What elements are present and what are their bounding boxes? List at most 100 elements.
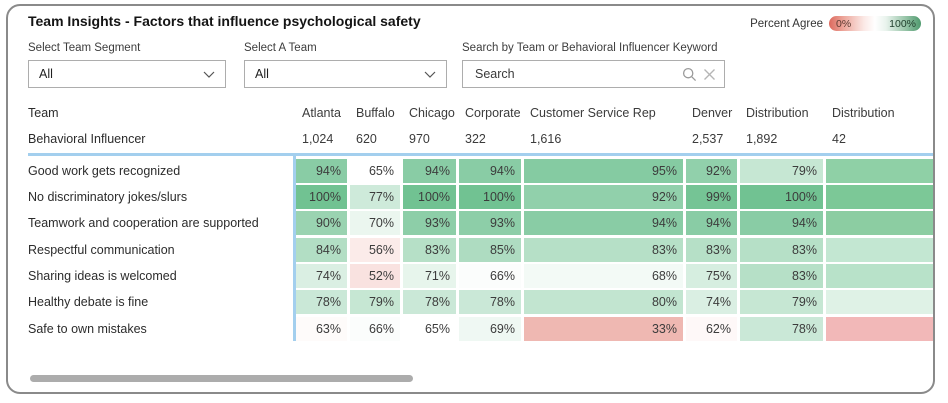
heatmap-cell-clipped[interactable]: [826, 290, 933, 315]
row-label: Healthy debate is fine: [28, 295, 149, 310]
heatmap-cell-clipped[interactable]: [826, 264, 933, 289]
clear-search-icon[interactable]: [703, 68, 716, 81]
team-segment-filter: Select Team Segment All: [28, 42, 226, 88]
column-count: 322: [465, 132, 486, 146]
heatmap-cell[interactable]: 83%: [686, 237, 737, 262]
heatmap-cell[interactable]: 92%: [686, 158, 737, 183]
heatmap-cell[interactable]: 94%: [686, 211, 737, 236]
heatmap-cell[interactable]: 78%: [740, 316, 823, 341]
row-label: No discriminatory jokes/slurs: [28, 189, 188, 204]
search-icon[interactable]: [682, 67, 697, 82]
column-header[interactable]: Denver: [692, 106, 733, 120]
search-input[interactable]: [473, 66, 676, 82]
heatmap-cell-clipped[interactable]: [826, 158, 933, 183]
heatmap-cell[interactable]: 74%: [296, 264, 347, 289]
column-count: 2,537: [692, 132, 724, 146]
heatmap-cell[interactable]: 56%: [350, 237, 400, 262]
heatmap-cell[interactable]: 75%: [686, 264, 737, 289]
column-header[interactable]: Chicago: [409, 106, 455, 120]
heatmap-cell[interactable]: 94%: [459, 158, 521, 183]
heatmap-cell[interactable]: 92%: [524, 184, 683, 209]
heatmap-cell[interactable]: 100%: [740, 184, 823, 209]
keyword-search: Search by Team or Behavioral Influencer …: [462, 42, 725, 88]
heatmap-cell[interactable]: 100%: [403, 184, 456, 209]
team-segment-label: Select Team Segment: [28, 42, 141, 54]
heatmap-cell[interactable]: 79%: [740, 158, 823, 183]
heatmap-cell[interactable]: 63%: [296, 316, 347, 341]
heatmap-cell[interactable]: 94%: [524, 211, 683, 236]
chevron-down-icon: [203, 71, 215, 78]
heatmap-cell[interactable]: 94%: [403, 158, 456, 183]
heatmap-cell[interactable]: 33%: [524, 316, 683, 341]
heatmap-cell-clipped[interactable]: [826, 211, 933, 236]
row-label: Sharing ideas is welcomed: [28, 269, 177, 284]
heatmap-cell[interactable]: 52%: [350, 264, 400, 289]
heatmap-cell[interactable]: 99%: [686, 184, 737, 209]
column-header[interactable]: Corporate: [465, 106, 521, 120]
heatmap-cell-clipped[interactable]: [826, 184, 933, 209]
heatmap-cell[interactable]: 93%: [403, 211, 456, 236]
team-segment-dropdown[interactable]: All: [28, 60, 226, 88]
heatmap-cell[interactable]: 68%: [524, 264, 683, 289]
row-label: Teamwork and cooperation are supported: [28, 216, 259, 231]
percent-agree-legend: Percent Agree 0% 100%: [750, 16, 921, 31]
column-count: 1,024: [302, 132, 334, 146]
heatmap-cell[interactable]: 66%: [350, 316, 400, 341]
heatmap-cell[interactable]: 94%: [296, 158, 347, 183]
column-header[interactable]: Customer Service Rep: [530, 106, 656, 120]
matrix-row: No discriminatory jokes/slurs 100% 77% 100%…: [28, 184, 933, 209]
matrix-count-row: Behavioral Influencer 1,024 620 970 322 1,61…: [28, 126, 933, 152]
heatmap-cell[interactable]: 65%: [350, 158, 400, 183]
heatmap-cell[interactable]: 84%: [296, 237, 347, 262]
matrix-row: Good work gets recognized 94% 65% 94% 94% 95%…: [28, 158, 933, 183]
heatmap-cell[interactable]: 100%: [459, 184, 521, 209]
heatmap-cell[interactable]: 83%: [524, 237, 683, 262]
team-filter-value: All: [255, 67, 269, 81]
column-count: 1,892: [746, 132, 778, 146]
color-scale-gradient: 0% 100%: [829, 16, 921, 31]
heatmap-cell[interactable]: 62%: [686, 316, 737, 341]
column-header[interactable]: Distribution: [746, 106, 809, 120]
heatmap-cell[interactable]: 100%: [296, 184, 347, 209]
heatmap-cell[interactable]: 65%: [403, 316, 456, 341]
heatmap-cell[interactable]: 83%: [740, 237, 823, 262]
legend-max-label: 100%: [889, 17, 916, 30]
column-header[interactable]: Distribution: [832, 106, 895, 120]
heatmap-cell[interactable]: 90%: [296, 211, 347, 236]
legend-label: Percent Agree: [750, 17, 823, 30]
row-label: Safe to own mistakes: [28, 321, 147, 336]
matrix-row: Teamwork and cooperation are supported 90…: [28, 211, 933, 236]
column-header[interactable]: Atlanta: [302, 106, 341, 120]
team-filter: Select A Team All: [244, 42, 447, 88]
heatmap-cell[interactable]: 78%: [403, 290, 456, 315]
column-count: 1,616: [530, 132, 562, 146]
heatmap-cell[interactable]: 74%: [686, 290, 737, 315]
heatmap-cell-clipped[interactable]: [826, 316, 933, 341]
heatmap-matrix: Team Atlanta Buffalo Chicago Corporate Custo…: [28, 100, 933, 343]
heatmap-cell[interactable]: 83%: [740, 264, 823, 289]
heatmap-cell[interactable]: 78%: [459, 290, 521, 315]
heatmap-cell[interactable]: 69%: [459, 316, 521, 341]
heatmap-cell[interactable]: 77%: [350, 184, 400, 209]
page-title: Team Insights - Factors that influence p…: [28, 13, 421, 29]
heatmap-cell[interactable]: 78%: [296, 290, 347, 315]
heatmap-cell[interactable]: 70%: [350, 211, 400, 236]
heatmap-cell[interactable]: 94%: [740, 211, 823, 236]
heatmap-cell[interactable]: 71%: [403, 264, 456, 289]
heatmap-cell[interactable]: 66%: [459, 264, 521, 289]
team-dropdown[interactable]: All: [244, 60, 447, 88]
horizontal-scrollbar-thumb[interactable]: [30, 375, 413, 382]
matrix-row: Safe to own mistakes 63% 66% 65% 69% 33% 62% 78…: [28, 316, 933, 341]
heatmap-cell[interactable]: 95%: [524, 158, 683, 183]
column-header[interactable]: Buffalo: [356, 106, 395, 120]
heatmap-cell[interactable]: 93%: [459, 211, 521, 236]
heatmap-cell-clipped[interactable]: [826, 237, 933, 262]
heatmap-cell[interactable]: 83%: [403, 237, 456, 262]
search-box: [462, 60, 725, 88]
row-label: Respectful communication: [28, 242, 175, 257]
heatmap-cell[interactable]: 85%: [459, 237, 521, 262]
heatmap-cell[interactable]: 79%: [350, 290, 400, 315]
heatmap-cell[interactable]: 80%: [524, 290, 683, 315]
heatmap-cell[interactable]: 79%: [740, 290, 823, 315]
